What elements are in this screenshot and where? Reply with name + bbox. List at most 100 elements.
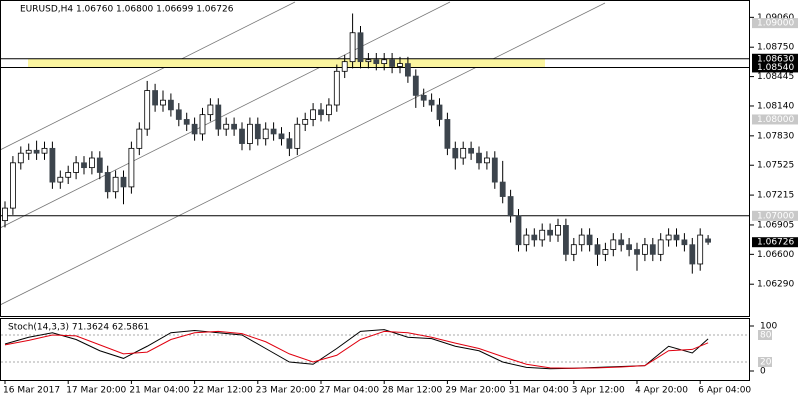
candle-body (239, 128, 245, 144)
round-level-label: 1.09000 (757, 19, 794, 29)
candle-body (436, 104, 443, 120)
stoch-title: Stoch(14,3,3) 71.3624 62.5861 (8, 323, 149, 333)
candle-body (144, 90, 151, 130)
x-tick-label: 29 Mar 20:00 (445, 386, 505, 396)
candle-body (586, 234, 593, 246)
zone (28, 58, 545, 68)
x-tick-label: 22 Mar 12:00 (193, 386, 253, 396)
candle-body (389, 59, 396, 67)
candle-body (555, 225, 561, 236)
candle-body (191, 123, 198, 135)
candle-body (81, 162, 87, 169)
candle-body (665, 234, 672, 241)
candle-body (294, 123, 301, 149)
chart-title: EURUSD,H4 1.06760 1.06800 1.06699 1.0672… (20, 5, 234, 15)
candle-body (523, 234, 530, 246)
x-tick-label: 27 Mar 04:00 (319, 386, 379, 396)
candle-body (602, 249, 609, 255)
candle-body (262, 128, 269, 140)
candle-body (89, 157, 95, 169)
level-label: 1.08540 (757, 63, 794, 73)
candle-body (381, 59, 388, 64)
level-label: 1.08630 (757, 54, 794, 64)
candle-body (41, 147, 48, 154)
x-tick-label: 31 Mar 04:00 (509, 386, 569, 396)
candle-body (460, 147, 467, 159)
candle-body (515, 215, 522, 246)
candle-body (420, 94, 427, 101)
candle-body (136, 128, 143, 149)
candle-body (278, 133, 285, 140)
candle-body (270, 128, 277, 135)
candle-body (318, 109, 324, 116)
candle-body (9, 162, 16, 209)
level-box (752, 62, 798, 73)
candle-body (681, 239, 688, 246)
candle-body (507, 196, 514, 217)
candle-body (649, 244, 656, 255)
candle-body (483, 157, 490, 164)
candle-body (642, 244, 648, 255)
x-tick-label: 23 Mar 20:00 (256, 386, 316, 396)
candle-body (594, 244, 601, 255)
candle-body (539, 229, 546, 241)
candle-body (152, 90, 159, 106)
x-tick-label: 16 Mar 2017 (3, 386, 60, 396)
candle-body (452, 147, 459, 159)
candle-body (167, 99, 174, 111)
candle-body (476, 152, 482, 164)
y-tick-label: 1.07830 (757, 131, 794, 141)
candle-body (175, 109, 182, 120)
channel-line (0, 1, 296, 151)
candle-body (286, 138, 293, 149)
candle-body (547, 229, 553, 236)
y-tick-label: 1.07525 (757, 161, 794, 171)
candle-body (246, 123, 253, 144)
stoch-level-box (758, 357, 772, 367)
candle-body (341, 61, 348, 72)
x-tick-label: 6 Apr 04:00 (698, 386, 751, 396)
stoch-level-box (758, 330, 772, 340)
stoch-tick-label: 0 (760, 367, 766, 377)
candle-body (49, 147, 56, 183)
candle-body (128, 147, 135, 188)
candle-body (57, 176, 64, 183)
candle-body (73, 162, 79, 173)
y-tick-label: 1.06290 (757, 280, 794, 290)
stoch-level-label: 80 (760, 331, 772, 341)
x-tick-label: 17 Mar 20:00 (66, 386, 126, 396)
current-price-box (752, 237, 798, 248)
candle-body (207, 104, 214, 116)
y-tick-label: 1.06905 (757, 220, 794, 230)
candle-body (223, 123, 230, 130)
stoch-level-label: 20 (760, 358, 772, 368)
candle-body (112, 176, 119, 193)
channel-line (0, 2, 606, 306)
candle-body (310, 109, 317, 120)
candle-body (349, 32, 356, 63)
stoch-tick-label: 100 (760, 322, 777, 332)
candle-body (33, 149, 40, 154)
candle-body (183, 119, 190, 125)
candle-body (705, 238, 711, 243)
candle-body (65, 172, 72, 178)
x-tick-label: 3 Apr 12:00 (572, 386, 625, 396)
candle-body (254, 123, 261, 140)
candle-body (302, 119, 309, 125)
candle-body (215, 104, 222, 130)
candle-body (96, 157, 103, 173)
round-level-box (752, 210, 798, 221)
candle-body (325, 104, 332, 116)
current-price-label: 1.06726 (757, 238, 794, 248)
candle-body (25, 149, 32, 154)
candle-body (17, 152, 24, 164)
y-tick-label: 1.09060 (757, 13, 794, 23)
candle-body (673, 234, 680, 241)
candle-body (468, 147, 475, 154)
candle-body (2, 207, 8, 222)
candle-body (104, 172, 111, 193)
candle-body (333, 70, 340, 106)
y-tick-label: 1.08750 (757, 43, 794, 53)
x-tick-label: 4 Apr 20:00 (635, 386, 688, 396)
